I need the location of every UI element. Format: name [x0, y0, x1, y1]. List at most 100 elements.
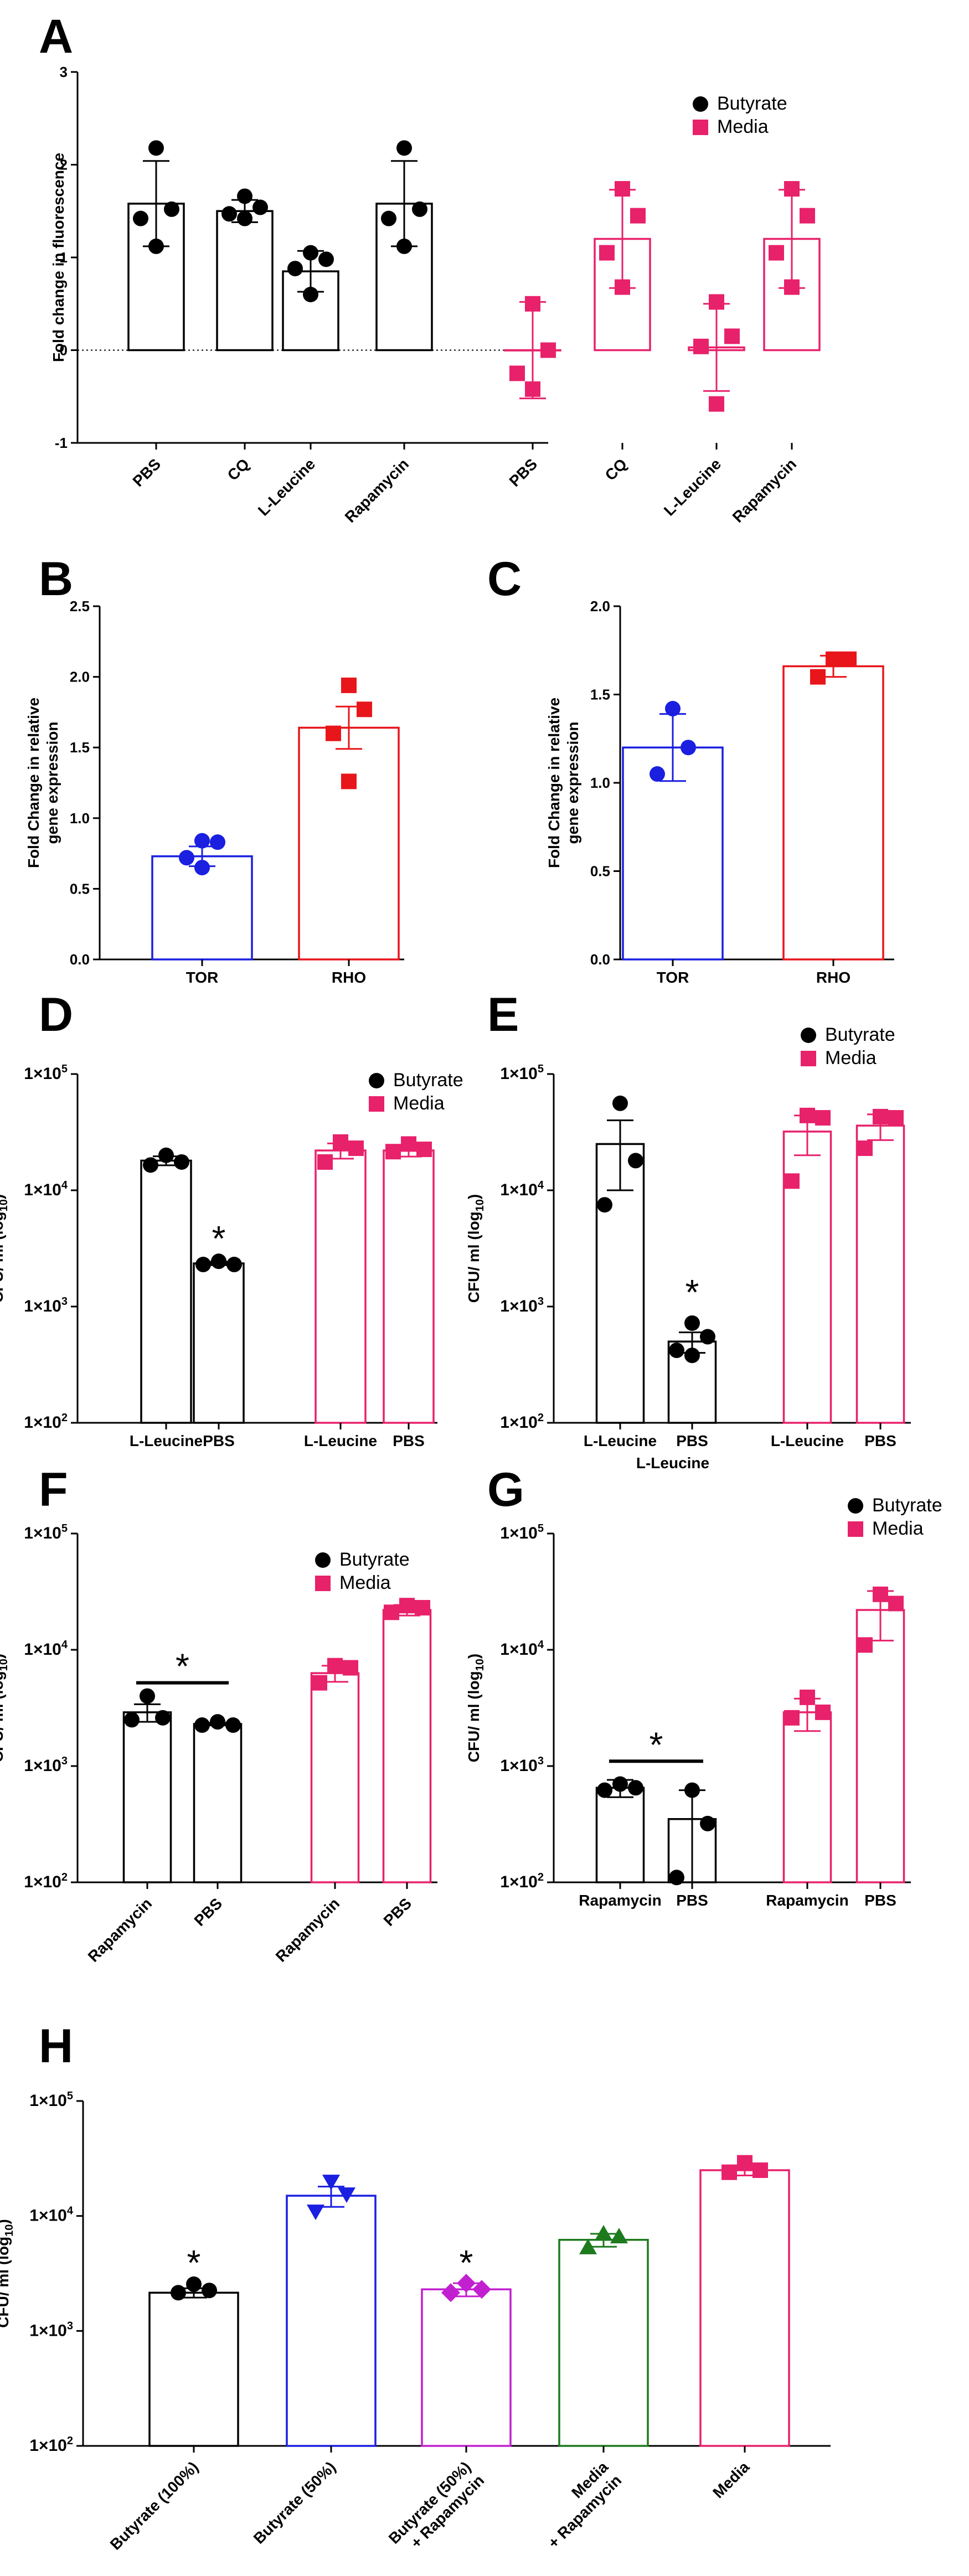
- data-point: [401, 1136, 416, 1152]
- data-point: [684, 1348, 700, 1364]
- y-tick-label: 1.0: [70, 810, 90, 827]
- data-point: [357, 701, 372, 717]
- data-point: [669, 1870, 684, 1886]
- legend-marker: [848, 1498, 863, 1514]
- panel-letter: D: [39, 988, 73, 1041]
- y-tick-label: 3: [60, 64, 68, 80]
- data-point: [348, 1140, 364, 1157]
- legend-marker: [315, 1576, 331, 1591]
- y-tick-label: 1×105: [24, 1522, 68, 1542]
- x-category-label: Rapamycin: [342, 455, 413, 526]
- x-category-label: Butyrate (50%): [250, 2458, 339, 2547]
- data-point: [441, 2283, 460, 2303]
- data-point: [133, 210, 148, 226]
- y-tick-label: 1×102: [500, 1871, 544, 1891]
- x-category-label: L-Leucine: [130, 1432, 203, 1449]
- y-tick-label: 1×103: [29, 2320, 73, 2340]
- data-point: [873, 1586, 888, 1602]
- data-point: [343, 1660, 358, 1676]
- x-category-label: PBS: [203, 1432, 235, 1449]
- legend-marker: [693, 96, 708, 112]
- y-tick-label: -1: [55, 435, 68, 451]
- data-point: [628, 1153, 643, 1169]
- data-point: [221, 206, 237, 222]
- x-category-label: CQ: [602, 455, 631, 484]
- y-tick-label: 2: [60, 157, 68, 173]
- data-point: [186, 2276, 202, 2292]
- data-point: [210, 834, 225, 850]
- data-point: [615, 181, 630, 197]
- bar: [782, 1711, 832, 1883]
- y-tick-label: 1×104: [24, 1179, 68, 1199]
- legend-label: Media: [825, 1047, 877, 1068]
- y-tick-label: 0.0: [590, 951, 610, 968]
- bar: [122, 1711, 172, 1883]
- x-category-label: Rapamycin: [272, 1894, 343, 1965]
- legend-label: Media: [717, 116, 769, 137]
- data-point: [525, 296, 540, 312]
- data-point: [888, 1110, 904, 1126]
- panel-letter: A: [39, 10, 73, 63]
- x-category-label: L-Leucine: [584, 1432, 657, 1449]
- panel-letter: B: [39, 553, 73, 606]
- data-point: [210, 1714, 225, 1730]
- data-point: [195, 1257, 211, 1273]
- x-category-label: Rapamycin: [579, 1892, 661, 1909]
- data-point: [338, 2187, 355, 2203]
- x-category-label: RHO: [332, 969, 366, 986]
- y-tick-label: 1×102: [24, 1412, 68, 1432]
- significance-star: *: [187, 2243, 201, 2283]
- legend-label: Butyrate: [339, 1549, 410, 1570]
- bar: [315, 1149, 367, 1424]
- y-tick-label: 1.5: [590, 686, 610, 703]
- significance-star: *: [460, 2243, 473, 2283]
- y-tick-label: 2.0: [70, 669, 90, 685]
- bar: [382, 1609, 432, 1883]
- data-point: [385, 1144, 401, 1160]
- x-category-label: Media+ Rapamycin: [532, 2458, 625, 2552]
- x-category-label: PBS: [506, 455, 541, 490]
- data-point: [312, 1675, 327, 1691]
- panel-letter: C: [487, 553, 522, 606]
- y-axis-label: CFU/ ml (log10): [0, 1194, 10, 1303]
- data-point: [194, 1717, 210, 1733]
- data-point: [148, 238, 164, 254]
- data-point: [303, 287, 318, 302]
- x-category-label: Butyrate (100%): [107, 2458, 202, 2553]
- y-tick-label: 1×104: [500, 1179, 544, 1199]
- data-point: [737, 2155, 752, 2171]
- x-category-label: PBS: [393, 1432, 425, 1449]
- data-point: [784, 1173, 800, 1189]
- data-point: [158, 1147, 174, 1163]
- panel-h-bar-chart: H 1×102 1×103 1×104 1×105 CFU/ ml (log10) Buty…: [0, 2020, 831, 2553]
- data-point: [415, 1600, 430, 1616]
- data-point: [341, 773, 357, 789]
- legend-marker: [693, 120, 708, 135]
- data-point: [237, 210, 252, 226]
- y-axis-label: Fold Change in relative gene expression: [545, 698, 581, 868]
- bar: [699, 2169, 790, 2447]
- x-category-label: Media: [709, 2458, 752, 2501]
- data-point: [784, 181, 800, 197]
- y-tick-label: 1×105: [24, 1063, 68, 1083]
- data-point: [318, 251, 334, 267]
- data-point: [211, 1253, 226, 1269]
- data-point: [412, 201, 427, 217]
- data-point: [579, 2238, 597, 2254]
- y-tick-label: 1: [60, 249, 68, 266]
- data-point: [509, 365, 525, 381]
- x-category-label: Rapamycin: [766, 1892, 848, 1909]
- data-point: [472, 2280, 491, 2299]
- bar: [383, 1149, 435, 1424]
- data-point: [610, 2228, 628, 2244]
- data-point: [721, 2164, 737, 2180]
- panel-f-bar-chart: F 1×102 1×103 1×104 1×105 CFU/ ml (log10) Rapa…: [0, 1463, 437, 1965]
- data-point: [399, 1598, 415, 1614]
- legend-label: Media: [393, 1093, 445, 1114]
- data-point: [700, 1329, 715, 1345]
- data-point: [140, 1688, 155, 1704]
- y-tick-label: 0.5: [590, 863, 610, 880]
- data-point: [194, 860, 210, 876]
